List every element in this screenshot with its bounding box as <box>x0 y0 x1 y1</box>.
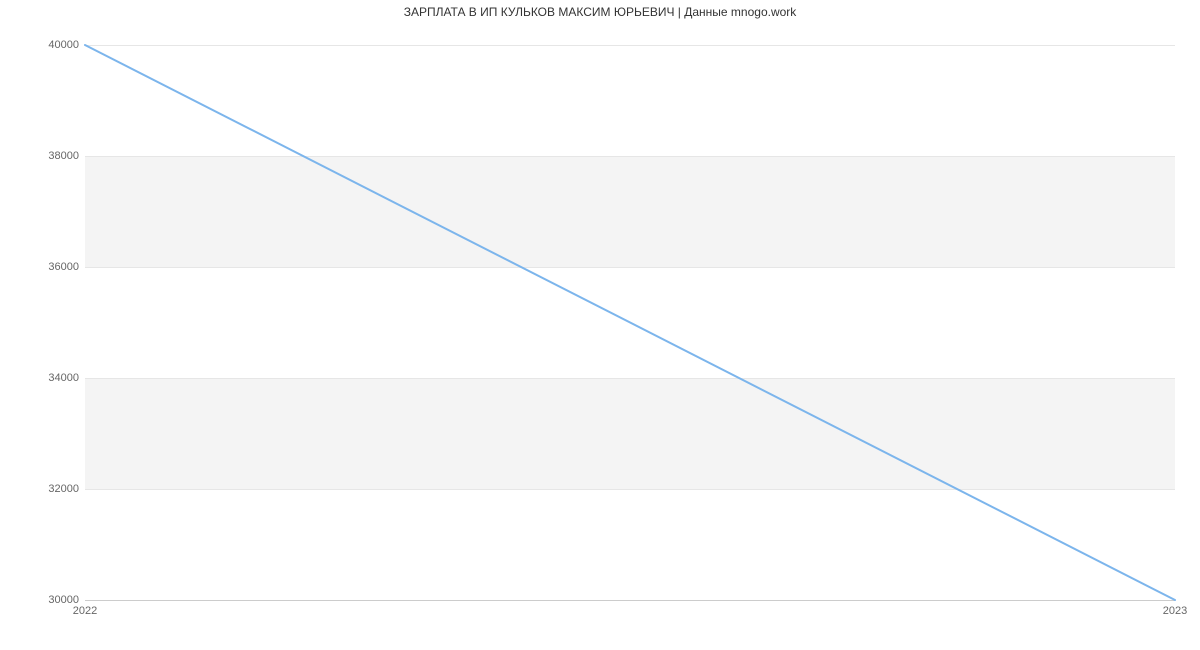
y-tick-label: 38000 <box>48 150 79 162</box>
x-axis-line <box>85 600 1175 601</box>
plot-area: 30000320003400036000380004000020222023 <box>85 45 1175 600</box>
y-tick-label: 40000 <box>48 39 79 51</box>
chart-title: ЗАРПЛАТА В ИП КУЛЬКОВ МАКСИМ ЮРЬЕВИЧ | Д… <box>0 5 1200 19</box>
x-tick-label: 2022 <box>73 605 97 617</box>
y-tick-label: 32000 <box>48 483 79 495</box>
chart-container: ЗАРПЛАТА В ИП КУЛЬКОВ МАКСИМ ЮРЬЕВИЧ | Д… <box>0 0 1200 650</box>
y-tick-label: 36000 <box>48 261 79 273</box>
series-line <box>85 45 1175 600</box>
y-tick-label: 34000 <box>48 372 79 384</box>
series-layer <box>85 45 1175 600</box>
x-tick-label: 2023 <box>1163 605 1187 617</box>
